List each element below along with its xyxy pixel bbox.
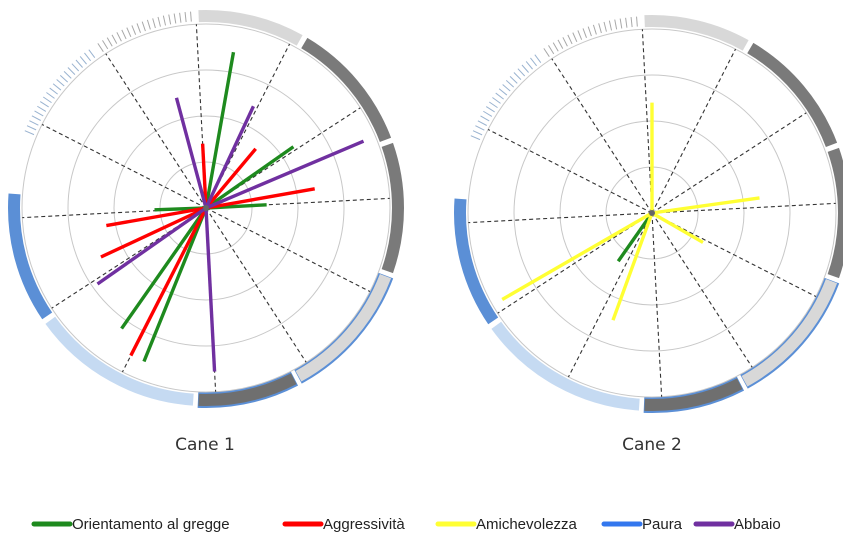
spoke: [651, 212, 753, 368]
ray-amichevolezza: [611, 212, 654, 321]
spoke: [105, 53, 207, 209]
radial-chart-cane-2: [454, 15, 843, 413]
segment-dark-bottom: [198, 373, 297, 406]
segment-hatched-top: [540, 15, 640, 60]
spoke: [205, 207, 307, 363]
caption-cane-2: Cane 2: [622, 435, 682, 455]
ray-orientamento-al-gregge: [204, 51, 236, 209]
radial-chart-cane-1: [8, 10, 404, 408]
ray-aggressivit-: [204, 147, 257, 210]
legend-label-aggressivita: Aggressività: [323, 516, 405, 533]
ray-abbaio: [204, 207, 217, 372]
ray-orientamento-al-gregge: [205, 145, 295, 210]
ray-abbaio: [204, 105, 255, 209]
spoke: [205, 207, 371, 293]
ray-aggressivit-: [205, 187, 316, 210]
segment-light-lower-right-outline: [739, 277, 840, 389]
ray-abbaio: [96, 206, 207, 286]
spoke: [651, 112, 807, 214]
ray-amichevolezza: [651, 211, 704, 244]
segment-light-lower-right-outline: [293, 272, 394, 384]
segment-hatched-top-hatching: [543, 16, 638, 57]
legend-label-amichevolezza: Amichevolezza: [476, 516, 578, 533]
spoke: [567, 212, 653, 378]
ray-amichevolezza: [651, 196, 760, 215]
spoke: [651, 212, 663, 397]
outer-circle: [21, 23, 391, 393]
segment-dark-upper-right: [301, 37, 392, 142]
ray-aggressivit-: [106, 206, 207, 228]
segment-pale-blue: [491, 321, 640, 411]
segment-hatched-upper-left: [23, 47, 98, 136]
grid-circle: [67, 69, 345, 347]
segment-light-lower-right: [295, 274, 392, 382]
segment-dark-bottom: [644, 378, 743, 411]
ray-abbaio: [205, 139, 365, 210]
segment-light-top: [198, 10, 303, 46]
ray-amichevolezza: [501, 211, 653, 301]
spoke: [651, 202, 836, 214]
spoke: [551, 58, 653, 214]
center-point: [649, 210, 655, 216]
ray-abbaio: [174, 97, 208, 209]
grid-circle: [113, 115, 299, 301]
segment-hatched-upper-left: [469, 52, 544, 141]
segment-blue-left: [8, 193, 53, 320]
outer-circle: [467, 28, 837, 398]
grid-circle: [513, 74, 791, 352]
legend: Orientamento al gregge Aggressività Amic…: [31, 516, 781, 533]
segment-dark-right: [827, 147, 843, 279]
segment-dark-right: [381, 142, 404, 274]
segment-light-lower-right: [741, 279, 838, 387]
spoke: [651, 48, 737, 214]
legend-label-orientamento: Orientamento al gregge: [72, 516, 230, 533]
spoke: [468, 212, 653, 224]
spoke: [41, 123, 207, 209]
segment-pale-blue: [45, 316, 194, 406]
legend-label-paura: Paura: [642, 516, 683, 533]
ray-aggressivit-: [200, 143, 208, 209]
segment-hatched-top-hatching: [97, 11, 192, 52]
segment-hatched-upper-left-hatching: [24, 49, 96, 136]
segment-blue-left: [454, 198, 499, 325]
segment-dark-upper-right: [747, 42, 838, 147]
ray-orientamento-al-gregge: [120, 207, 208, 330]
center-point: [203, 205, 209, 211]
segment-hatched-upper-left-hatching: [470, 54, 542, 141]
ray-orientamento-al-gregge: [142, 207, 208, 363]
ray-aggressivit-: [100, 206, 207, 259]
segment-hatched-top: [94, 10, 194, 55]
spoke: [487, 128, 653, 214]
caption-cane-1: Cane 1: [175, 435, 235, 455]
ray-aggressivit-: [129, 207, 208, 357]
ray-orientamento-al-gregge: [616, 212, 654, 263]
segment-light-top: [644, 15, 749, 51]
legend-label-abbaio: Abbaio: [734, 516, 781, 533]
